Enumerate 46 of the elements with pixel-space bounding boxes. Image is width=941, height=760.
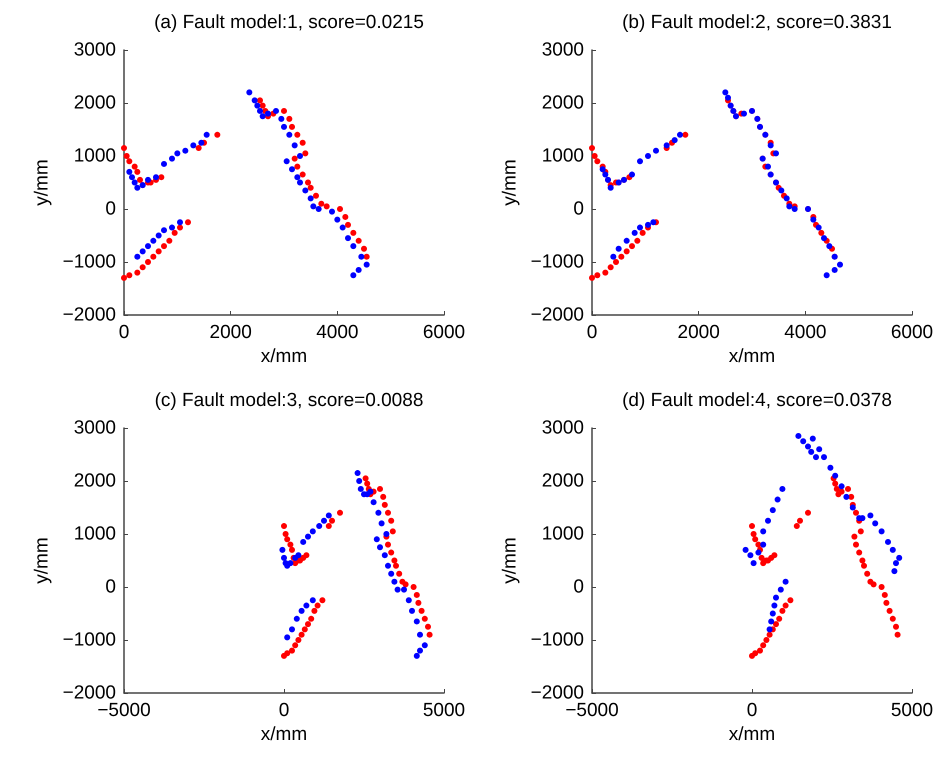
y-tick-label: −1000 [530, 630, 584, 650]
x-tick-label: 6000 [890, 322, 934, 343]
y-tick-label: 2000 [74, 92, 116, 114]
y-tick-label: 0 [573, 576, 584, 598]
x-tick-label: 2000 [210, 322, 252, 343]
x-tick-label: 5000 [422, 700, 466, 721]
y-tick-label: −1000 [62, 630, 116, 650]
x-tick-label: 5000 [890, 700, 934, 721]
x-tick-label: 4000 [784, 322, 826, 343]
x-tick-label: 0 [278, 700, 290, 721]
y-tick-label: −2000 [62, 304, 116, 326]
x-tick-label: 6000 [422, 322, 466, 343]
y-tick-label: 1000 [542, 146, 584, 166]
y-tick-label: 0 [105, 198, 116, 220]
y-tick-label: 1000 [74, 146, 116, 166]
y-tick-label: 0 [105, 576, 116, 598]
y-tick-label: 1000 [74, 524, 116, 544]
chart-title: (b) Fault model:2, score=0.3831 [622, 12, 892, 33]
y-axis-title: y/mm [32, 159, 53, 206]
y-axis-title: y/mm [32, 537, 53, 584]
y-tick-label: −2000 [530, 304, 584, 326]
y-tick-label: −1000 [62, 252, 116, 272]
y-tick-label: 3000 [542, 40, 584, 60]
x-axis-title: x/mm [260, 724, 308, 745]
x-axis-title: x/mm [728, 724, 776, 745]
x-tick-label: 4000 [316, 322, 358, 343]
x-tick-label: 0 [118, 322, 130, 343]
x-axis-title: x/mm [260, 346, 308, 367]
x-axis-title: x/mm [728, 346, 776, 367]
y-tick-label: 3000 [542, 418, 584, 438]
y-tick-label: 2000 [542, 92, 584, 114]
y-tick-label: 3000 [74, 40, 116, 60]
y-axis-title: y/mm [500, 537, 521, 584]
y-tick-label: 2000 [74, 470, 116, 492]
x-tick-label: 2000 [678, 322, 720, 343]
y-tick-label: 0 [573, 198, 584, 220]
y-tick-label: 1000 [542, 524, 584, 544]
x-tick-label: 0 [746, 700, 758, 721]
y-tick-label: −1000 [530, 252, 584, 272]
y-tick-label: 2000 [542, 470, 584, 492]
y-axis-title: y/mm [500, 159, 521, 206]
y-tick-label: 3000 [74, 418, 116, 438]
chart-title: (c) Fault model:3, score=0.0088 [154, 390, 424, 411]
chart-title: (d) Fault model:4, score=0.0378 [622, 390, 892, 411]
chart-title: (a) Fault model:1, score=0.0215 [154, 12, 424, 33]
x-tick-label: 0 [586, 322, 598, 343]
